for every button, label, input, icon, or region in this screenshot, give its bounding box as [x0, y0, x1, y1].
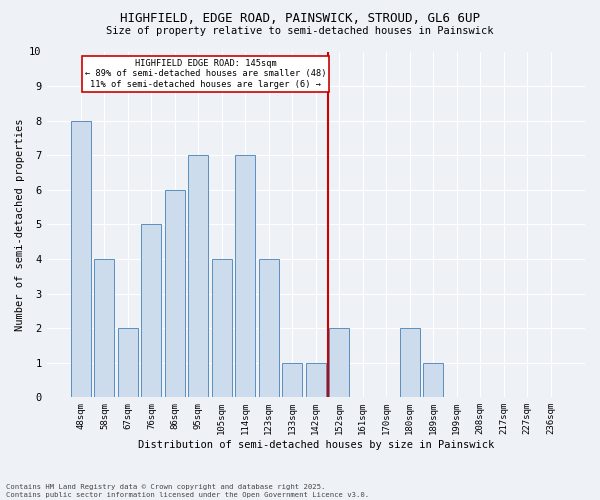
Bar — [259, 259, 279, 398]
Bar — [212, 259, 232, 398]
Text: HIGHFIELD, EDGE ROAD, PAINSWICK, STROUD, GL6 6UP: HIGHFIELD, EDGE ROAD, PAINSWICK, STROUD,… — [120, 12, 480, 26]
Bar — [165, 190, 185, 398]
Bar — [235, 155, 256, 398]
Y-axis label: Number of semi-detached properties: Number of semi-detached properties — [15, 118, 25, 330]
Bar — [188, 155, 208, 398]
Bar — [329, 328, 349, 398]
Bar — [94, 259, 115, 398]
Text: HIGHFIELD EDGE ROAD: 145sqm
← 89% of semi-detached houses are smaller (48)
11% o: HIGHFIELD EDGE ROAD: 145sqm ← 89% of sem… — [85, 59, 326, 89]
Bar — [400, 328, 419, 398]
Bar — [306, 362, 326, 398]
X-axis label: Distribution of semi-detached houses by size in Painswick: Distribution of semi-detached houses by … — [137, 440, 494, 450]
Bar — [71, 120, 91, 398]
Bar — [283, 362, 302, 398]
Bar — [142, 224, 161, 398]
Text: Contains HM Land Registry data © Crown copyright and database right 2025.
Contai: Contains HM Land Registry data © Crown c… — [6, 484, 369, 498]
Text: Size of property relative to semi-detached houses in Painswick: Size of property relative to semi-detach… — [106, 26, 494, 36]
Bar — [118, 328, 138, 398]
Bar — [423, 362, 443, 398]
